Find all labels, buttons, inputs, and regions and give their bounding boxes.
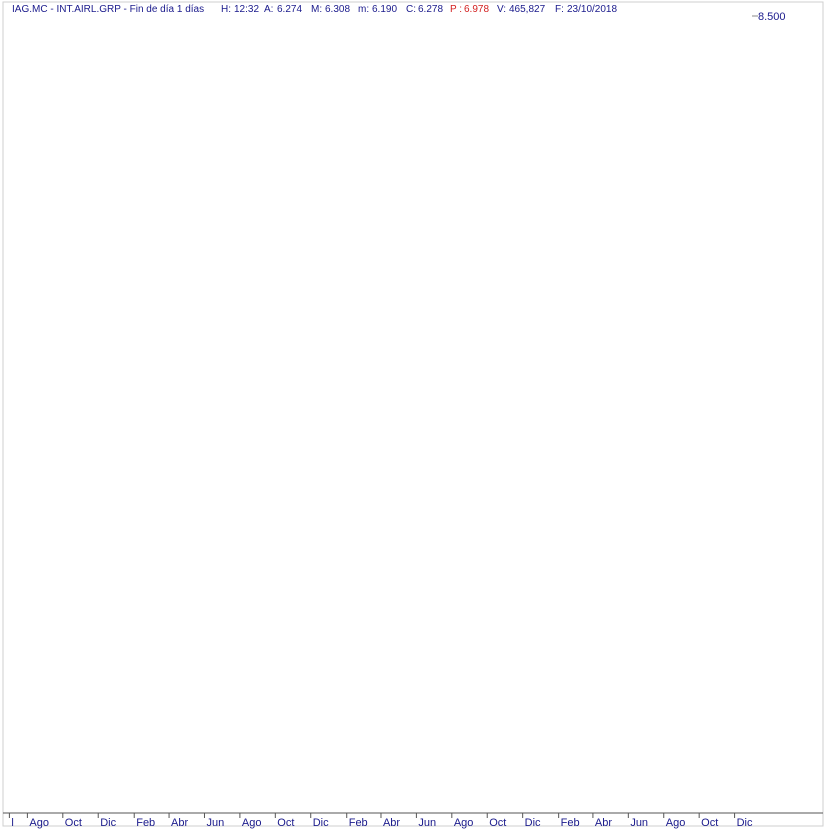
x-tick-label: Dic xyxy=(737,817,753,829)
chart-header: IAG.MC - INT.AIRL.GRP - Fin de día 1 día… xyxy=(12,4,617,15)
x-tick-label: Ago xyxy=(666,817,686,829)
header-p-label: P : xyxy=(450,4,462,15)
header-min-label: m: xyxy=(358,4,369,15)
y-axis: 8.5008.0007.5007.0006.5006.0005.5005.000… xyxy=(752,11,786,23)
header-high: 12:32 xyxy=(234,4,259,15)
x-tick-label: Oct xyxy=(277,817,294,829)
header-symbol: IAG.MC - INT.AIRL.GRP - Fin de día 1 día… xyxy=(12,4,204,15)
x-tick-label: Oct xyxy=(489,817,506,829)
header-open-label: A: xyxy=(264,4,273,15)
y-tick-label: 8.500 xyxy=(758,11,786,23)
header-close-label: C: xyxy=(406,4,416,15)
x-tick-label: l xyxy=(11,817,13,829)
x-tick-label: Ago xyxy=(242,817,262,829)
x-tick-label: Dic xyxy=(525,817,541,829)
x-tick-label: Abr xyxy=(383,817,400,829)
x-tick-label: Feb xyxy=(561,817,580,829)
x-tick-label: Ago xyxy=(454,817,474,829)
header-date: 23/10/2018 xyxy=(567,4,617,15)
x-tick-label: Jun xyxy=(418,817,436,829)
header-min: 6.190 xyxy=(372,4,397,15)
header-max-label: M: xyxy=(311,4,322,15)
x-tick-label: Dic xyxy=(313,817,329,829)
header-open: 6.274 xyxy=(277,4,302,15)
x-tick-label: Abr xyxy=(171,817,188,829)
x-tick-label: Abr xyxy=(595,817,612,829)
header-high-label: H: xyxy=(221,4,231,15)
header-volume: 465,827 xyxy=(509,4,546,15)
header-close: 6.278 xyxy=(418,4,443,15)
x-tick-label: Feb xyxy=(136,817,155,829)
x-tick-label: Feb xyxy=(349,817,368,829)
x-tick-label: Oct xyxy=(65,817,82,829)
x-tick-label: Oct xyxy=(701,817,718,829)
header-date-label: F: xyxy=(555,4,564,15)
header-max: 6.308 xyxy=(325,4,350,15)
x-tick-label: Ago xyxy=(29,817,49,829)
header-p: 6.978 xyxy=(464,4,489,15)
x-axis: l Ago Oct Dic Feb Abr Jun Ago Oct Dic Feb Abr Jun Ago… xyxy=(3,812,823,829)
x-tick-label: Dic xyxy=(100,817,116,829)
x-tick-label: Jun xyxy=(206,817,224,829)
header-volume-label: V: xyxy=(497,4,506,15)
x-tick-label: Jun xyxy=(630,817,648,829)
